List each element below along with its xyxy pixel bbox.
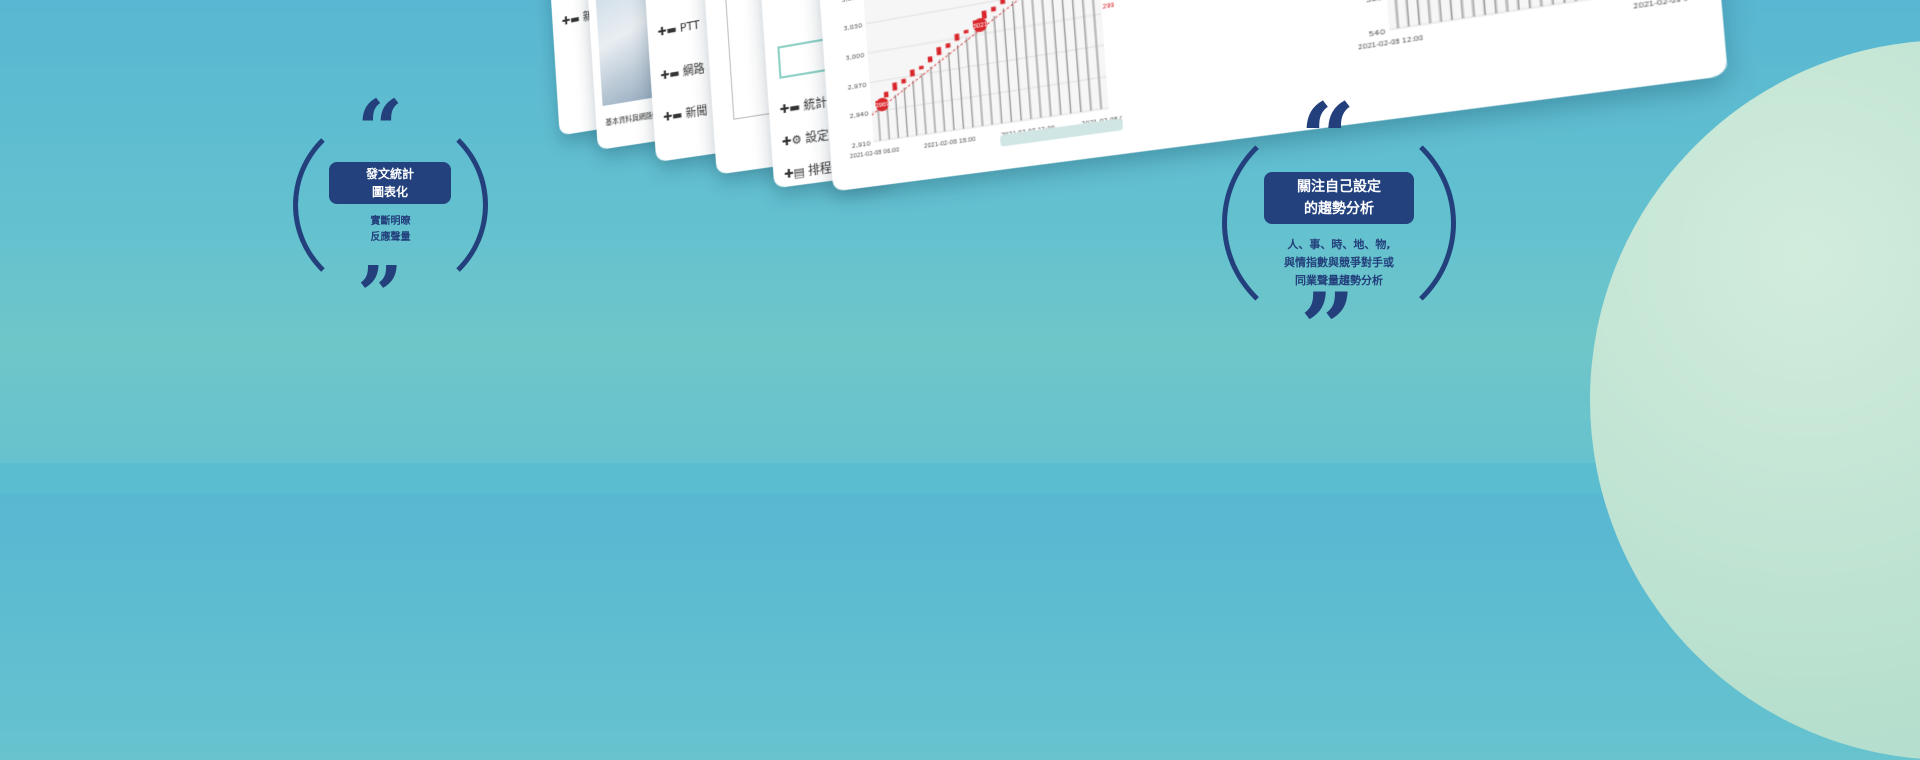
badge-title: 關注自己設定 的趨勢分析 [1264,172,1414,224]
badge-subtitle: 人、事、時、地、物, 與情指數與競爭對手或 同業聲量趨勢分析 [1284,238,1394,287]
badge-ring [293,110,488,300]
y-tick-label: 2,940 [850,111,870,121]
candle [990,6,997,12]
plot-area [861,0,1109,142]
right-chart: 680660640620600580560540561585581.662021… [1358,0,1689,53]
badge-chart-stats: “ ” 發文統計 圖表化 實斷明暸 反應聲量 [293,82,488,342]
candle [936,46,942,56]
sidebar-item[interactable]: ✚▬ 網路 [659,61,706,83]
sidebar-item[interactable]: ✚▬ 統計 [779,95,828,117]
quote-mark-top: ” [450,0,471,25]
y-tick-label: 2,910 [852,141,872,151]
candle [892,82,898,91]
badge-title: 發文統計 圖表化 [329,162,451,204]
candle [883,91,889,98]
sidebar-item[interactable]: ✚▬ 新聞 [662,103,708,125]
candle [945,42,951,49]
sidebar-item[interactable]: ✚▤ 排程 [783,160,833,182]
badge-subtitle: 實斷明暸 反應聲量 [370,216,411,243]
candle [909,69,915,77]
candle [954,33,960,42]
y-tick-label: 540 [1368,29,1386,39]
main-dashboard-card: ● 新聞頻道 2021-02-03~2021-02-09 累積數 情緒指數 ■ … [812,0,1728,192]
y-tick-label: 2,970 [847,82,867,92]
x-tick-label: 2021-02-09 06:00 [1633,0,1689,12]
candle [927,56,933,63]
y-tick-label: 3,030 [843,23,862,33]
y-tick-label: 3,060 [841,0,860,4]
candle [981,10,987,20]
sidebar-item[interactable]: ✚⚙ 設定 [781,128,830,150]
y-tick-label: 560 [1366,0,1384,5]
x-tick-label: 2021-02-08 12:00 [1358,35,1424,53]
app-screenshot-stack: ✚▬ PTT ✚▬ 網路 ✚▬ 新聞 基本資料與網路聲量 ✚f Facebook… [545,0,1740,328]
sidebar-item[interactable]: ✚▬ PTT [657,17,701,40]
close-quote-icon: ” [1300,272,1356,385]
marker-label: 2969 [875,101,890,110]
y-tick-label: 3,000 [845,52,865,62]
close-quote-icon: ” [357,248,404,342]
open-quote-icon: “ [357,82,404,176]
badge-trend-analysis: “ ” 關注自己設定 的趨勢分析 人、事、時、地、物, 與情指數與競爭對手或 同… [1222,82,1456,385]
marker-label: 3021 [973,21,988,31]
x-tick-label: 2021-02-08 18:00 [924,136,976,150]
left-chart: 3,0903,0603,0303,0002,9702,9402,91029693… [841,0,1124,161]
candle [901,78,907,84]
badge-ring [1222,112,1456,334]
end-label: 2997.17 [1102,0,1124,11]
